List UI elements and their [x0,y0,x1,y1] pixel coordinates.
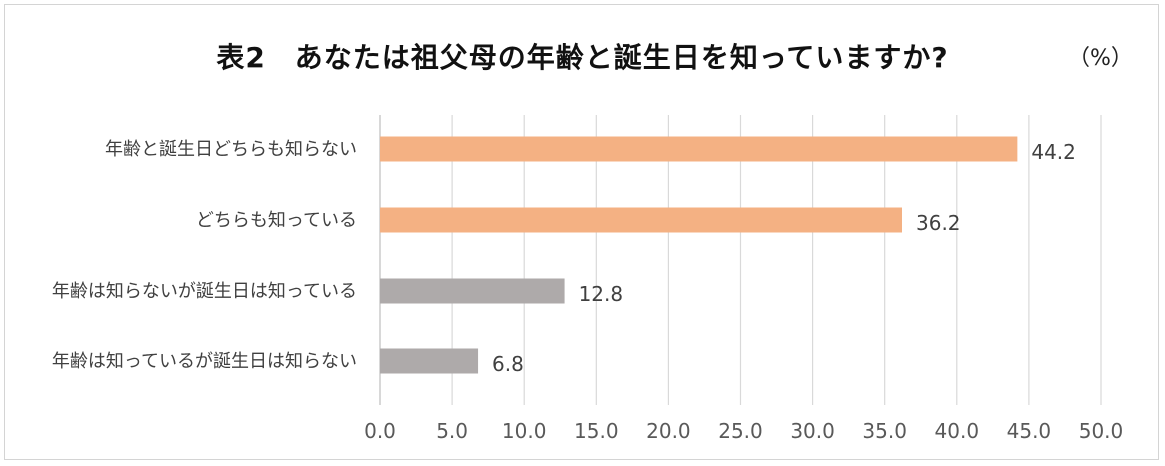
x-tick-label: 10.0 [502,419,547,443]
bar [380,207,903,233]
data-labels: 44.2 36.2 12.8 6.8 [492,140,1076,376]
bar [380,348,479,374]
category-label: どちらも知っている [196,210,357,231]
bar [380,278,565,304]
unit-label: （%） [1068,46,1133,71]
x-tick-label: 45.0 [1007,419,1052,443]
x-tick-label: 25.0 [718,419,763,443]
x-tick-label: 50.0 [1079,419,1124,443]
chart-title: 表2 あなたは祖父母の年齢と誕生日を知っていますか? [216,41,949,74]
x-tick-label: 5.0 [436,419,468,443]
data-label: 12.8 [579,282,624,306]
category-label: 年齢は知らないが誕生日は知っている [52,281,357,302]
x-tick-label: 40.0 [935,419,980,443]
data-label: 44.2 [1031,140,1076,164]
x-tick-labels: 0.0 5.0 10.0 15.0 20.0 25.0 30.0 35.0 40.0 45.0 50… [364,419,1123,443]
x-tick-label: 20.0 [646,419,691,443]
category-labels: 年齢と誕生日どちらも知らないどちらも知っている年齢は知らないが誕生日は知っている… [52,139,357,372]
x-tick-label: 0.0 [364,419,396,443]
category-label: 年齢は知っているが誕生日は知らない [52,351,357,372]
x-tick-label: 30.0 [790,419,835,443]
bar [380,136,1018,162]
x-tick-label: 35.0 [862,419,907,443]
category-label: 年齢と誕生日どちらも知らない [105,139,357,160]
bars [380,136,1018,374]
x-tick-label: 15.0 [574,419,619,443]
data-label: 6.8 [492,352,524,376]
data-label: 36.2 [916,211,961,235]
